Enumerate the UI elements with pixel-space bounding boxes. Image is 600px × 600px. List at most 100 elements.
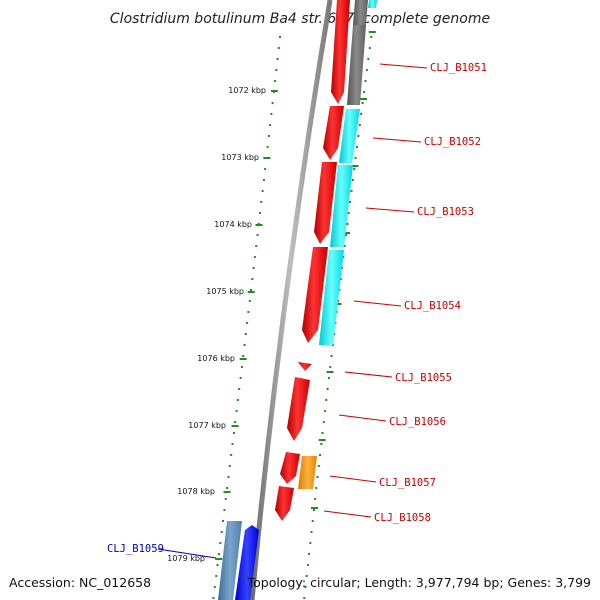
gc-dot xyxy=(329,366,332,368)
gc-dot xyxy=(304,586,307,588)
gc-dot xyxy=(363,91,366,93)
cog-feature-gray[interactable] xyxy=(347,25,366,105)
scale-tick xyxy=(311,507,318,509)
gc-dot xyxy=(309,542,312,544)
gc-dot xyxy=(217,553,220,555)
cds-arrow[interactable] xyxy=(280,452,300,484)
gc-dot xyxy=(356,146,358,148)
accession-text: Accession: NC_012658 xyxy=(9,575,151,590)
cog-feature-gray-top[interactable] xyxy=(353,0,368,25)
gc-dot xyxy=(350,190,353,192)
gc-dot xyxy=(308,553,311,555)
cog-feature-steelblue[interactable] xyxy=(218,521,242,600)
gc-dot xyxy=(255,245,258,247)
gc-dot xyxy=(260,201,263,203)
gc-dot xyxy=(219,542,222,544)
scale-tick xyxy=(343,232,351,234)
scale-tick xyxy=(247,291,255,293)
gc-dot xyxy=(248,300,251,302)
gc-dot xyxy=(326,388,329,390)
scale-label: 1073 kbp xyxy=(221,153,259,162)
gc-dot xyxy=(243,344,246,346)
gc-dot xyxy=(262,179,265,181)
gene-label[interactable]: CLJ_B1056 xyxy=(389,416,446,428)
gc-dot xyxy=(236,399,239,401)
gc-dot xyxy=(346,223,349,225)
gene-label[interactable]: CLJ_B1057 xyxy=(379,477,436,489)
gc-dot xyxy=(226,487,229,489)
gc-dot xyxy=(279,36,281,38)
gc-dot xyxy=(213,586,216,588)
gc-dot xyxy=(353,168,356,170)
cds-arrow[interactable] xyxy=(323,106,344,160)
gc-dot xyxy=(360,113,363,115)
gene-label[interactable]: CLJ_B1054 xyxy=(404,300,461,312)
gc-dot xyxy=(343,245,346,247)
scale-label: 1079 kbp xyxy=(167,554,205,563)
scale-tick xyxy=(255,224,263,226)
cds-arrow[interactable] xyxy=(287,377,310,441)
gc-dot xyxy=(256,234,259,236)
scale-tick xyxy=(231,425,239,427)
page-title: Clostridium botulinum Ba4 str. 657, comp… xyxy=(110,11,490,27)
gc-dot xyxy=(314,498,317,500)
gc-dot xyxy=(234,421,237,423)
gene-label[interactable]: CLJ_B1059 xyxy=(107,543,164,555)
gc-dot xyxy=(354,157,357,159)
gc-dot xyxy=(261,190,264,192)
cds-arrow[interactable] xyxy=(275,486,294,521)
gc-dot xyxy=(306,564,309,566)
gc-dot xyxy=(216,564,219,566)
gc-dot xyxy=(276,58,279,60)
cog-feature-cyan[interactable] xyxy=(330,165,353,247)
scale-ticks xyxy=(215,31,376,560)
gc-dot xyxy=(212,597,215,599)
gc-dot xyxy=(270,113,273,115)
scale-label: 1077 kbp xyxy=(188,421,226,430)
gene-label[interactable]: CLJ_B1052 xyxy=(424,136,481,148)
cog-feature-orange[interactable] xyxy=(298,456,317,489)
gc-dot xyxy=(319,454,321,456)
gc-dot xyxy=(341,267,343,269)
gc-dot xyxy=(315,487,318,489)
gc-dot xyxy=(347,212,350,214)
gene-label[interactable]: CLJ_B1051 xyxy=(430,62,487,74)
gc-dot xyxy=(267,135,270,137)
gc-dot xyxy=(367,58,370,60)
cds-arrow[interactable] xyxy=(331,0,350,104)
gc-dot xyxy=(368,47,371,49)
gene-label[interactable]: CLJ_B1058 xyxy=(374,512,431,524)
cds-arrow[interactable] xyxy=(298,362,312,371)
gc-dot xyxy=(339,278,342,280)
scale-label: 1072 kbp xyxy=(228,86,266,95)
scale-labels: 1072 kbp 1073 kbp 1074 kbp 1075 kbp 1076… xyxy=(167,86,266,563)
genome-summary-text: Topology: circular; Length: 3,977,794 bp… xyxy=(247,575,591,590)
gc-dot xyxy=(310,531,313,533)
gc-dot xyxy=(228,465,231,467)
gc-dot xyxy=(342,256,345,258)
genome-backbone xyxy=(249,0,333,600)
gc-dot xyxy=(316,476,319,478)
cog-feature-cyan[interactable] xyxy=(319,250,344,345)
cog-feature-cyan[interactable] xyxy=(339,109,360,163)
gene-label[interactable]: CLJ_B1055 xyxy=(395,372,452,384)
cds-arrow[interactable] xyxy=(302,247,328,343)
cog-feature-cyan-top[interactable] xyxy=(368,0,377,8)
gc-dot xyxy=(222,520,224,522)
gc-dot xyxy=(311,520,314,522)
gc-dot xyxy=(223,509,226,511)
gc-dot xyxy=(251,278,254,280)
scale-tick xyxy=(215,558,223,560)
gc-dot xyxy=(266,146,269,148)
gc-dot xyxy=(322,421,325,423)
gc-dot xyxy=(239,377,242,379)
gc-dot xyxy=(240,366,243,368)
cds-arrow-reverse[interactable] xyxy=(235,525,259,600)
gc-dot xyxy=(231,443,234,445)
gene-label[interactable]: CLJ_B1053 xyxy=(417,206,474,218)
gc-dot xyxy=(361,102,364,104)
gc-dot xyxy=(227,476,230,478)
gc-dot xyxy=(259,212,262,214)
cds-arrow[interactable] xyxy=(314,162,337,244)
